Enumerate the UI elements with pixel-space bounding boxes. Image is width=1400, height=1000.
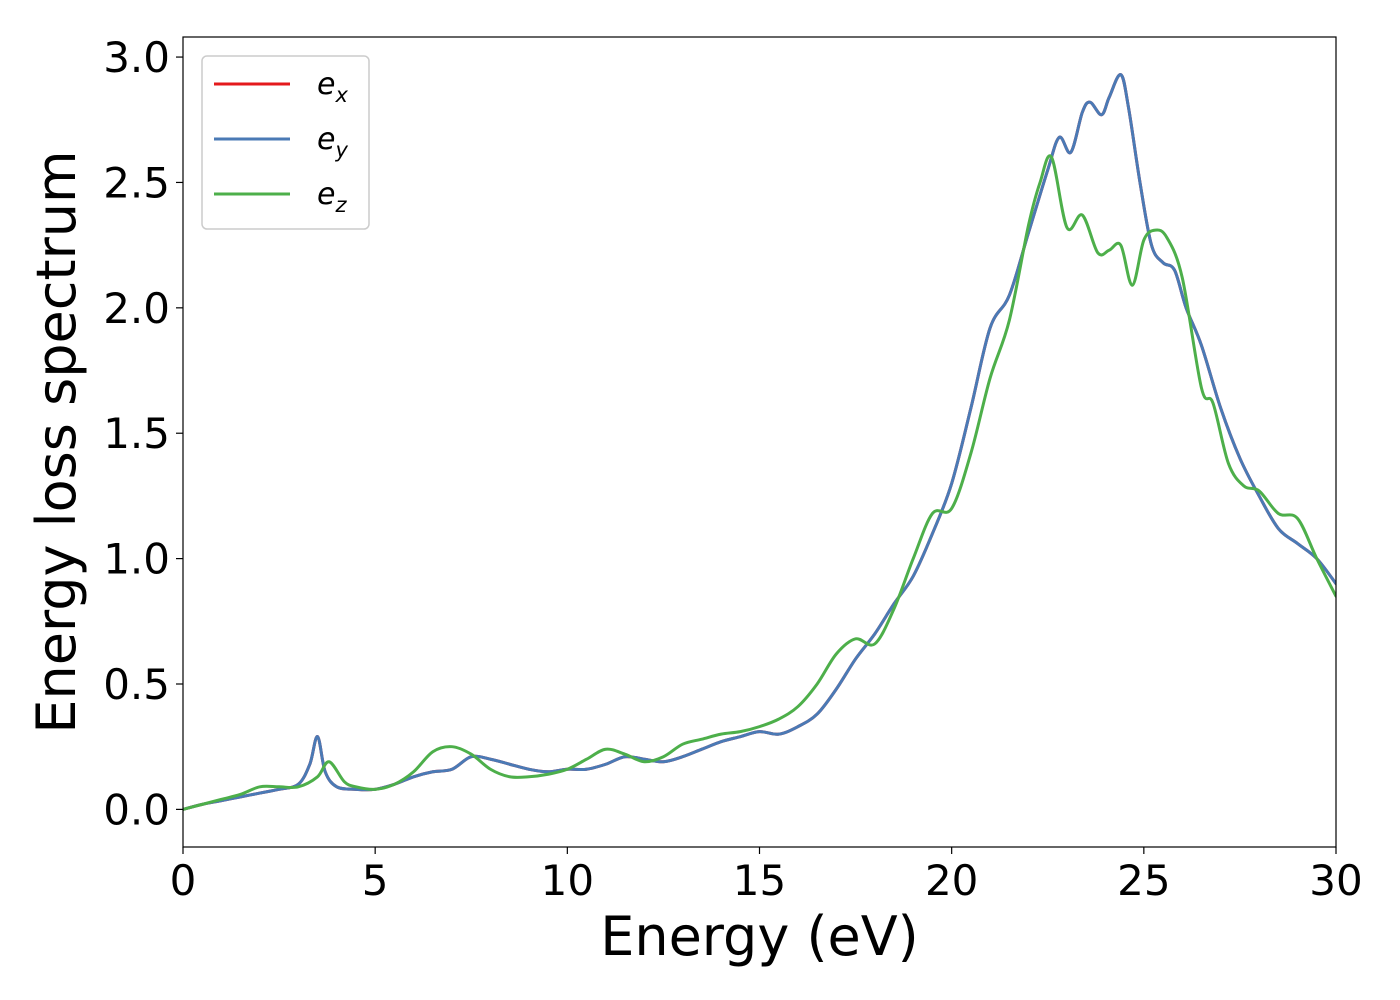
- y-tick-label: 0.0: [103, 785, 170, 834]
- x-tick-label: 20: [925, 856, 978, 905]
- x-axis-ticks: 0 5 10 15 20 25 30: [170, 847, 1363, 905]
- x-tick-label: 5: [362, 856, 389, 905]
- x-axis-title: Energy (eV): [600, 905, 919, 968]
- x-tick-label: 0: [170, 856, 197, 905]
- y-tick-label: 3.0: [103, 33, 170, 82]
- series-line-e-z: [183, 154, 1336, 811]
- plot-background: [183, 37, 1336, 847]
- x-tick-label: 25: [1117, 856, 1170, 905]
- y-tick-label: 1.0: [103, 535, 170, 584]
- x-tick-label: 30: [1309, 856, 1362, 905]
- y-axis-title: Energy loss spectrum: [25, 150, 88, 733]
- y-axis-ticks: 0.0 0.5 1.0 1.5 2.0 2.5 3.0: [103, 33, 183, 834]
- x-tick-label: 15: [733, 856, 786, 905]
- y-tick-label: 0.5: [103, 660, 170, 709]
- x-tick-label: 10: [541, 856, 594, 905]
- series-lines: [183, 73, 1336, 811]
- y-tick-label: 2.5: [103, 158, 170, 207]
- legend-box: [201, 55, 370, 230]
- y-tick-label: 1.5: [103, 409, 170, 458]
- y-tick-label: 2.0: [103, 284, 170, 333]
